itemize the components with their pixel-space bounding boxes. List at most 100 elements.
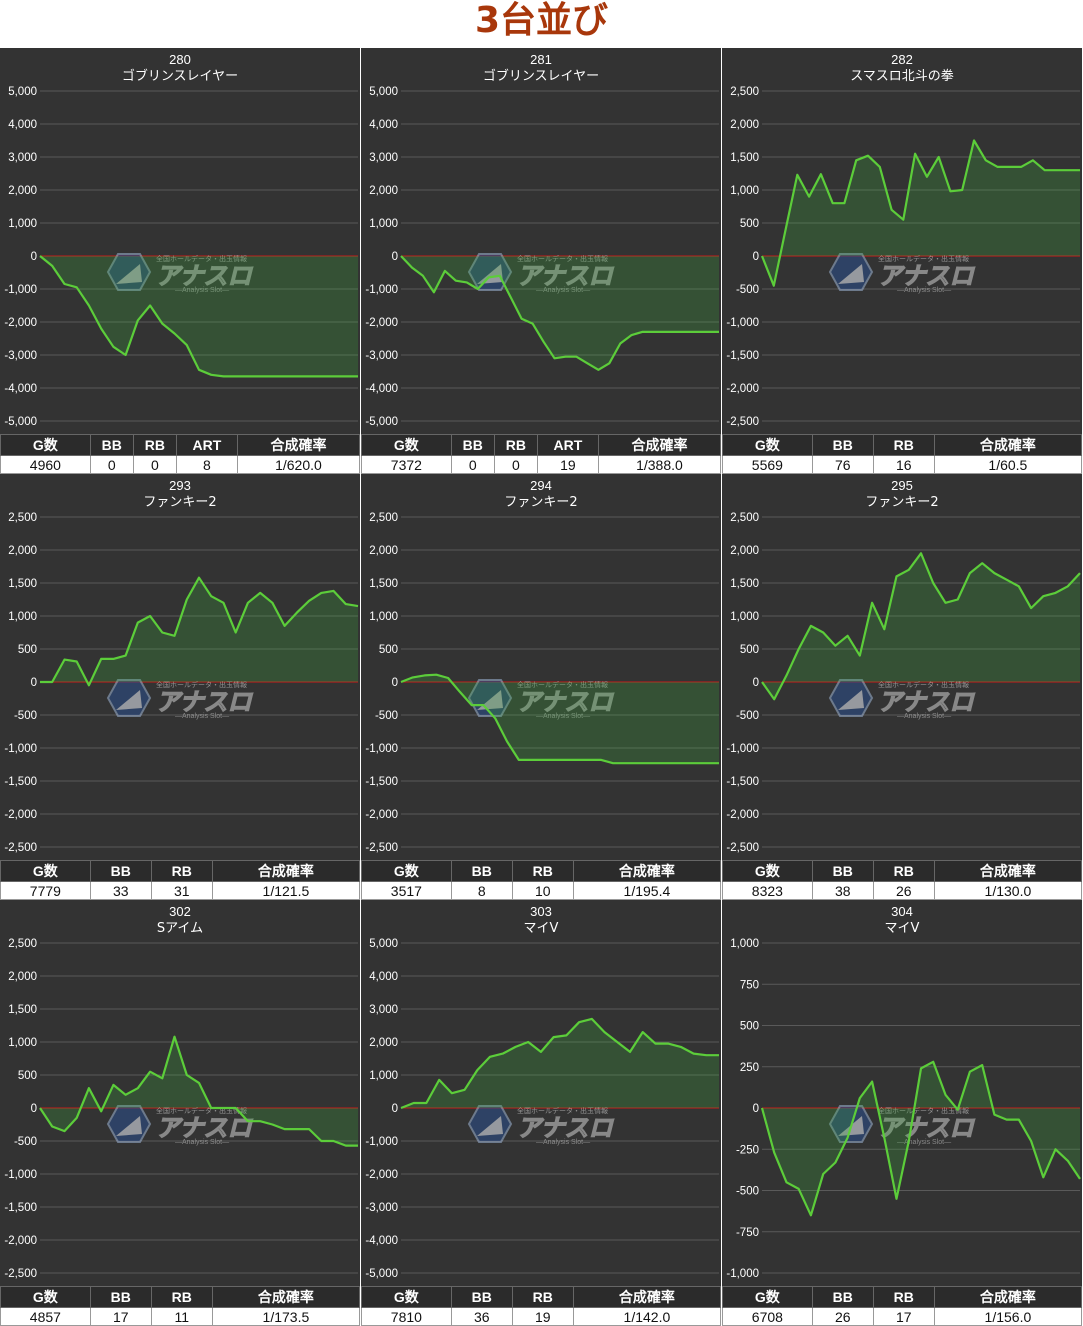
stats-table: G数 BB RB 合成確率 7810 36 19 1/142.0 [361, 1286, 722, 1326]
y-tick-label: 0 [392, 251, 398, 263]
stats-value: 7779 [0, 881, 91, 900]
stats-value: 76 [811, 455, 874, 474]
stats-value: 7810 [361, 1307, 452, 1326]
watermark-tagline: —Analysis Slot— [897, 1139, 951, 1146]
y-tick-label: 2,000 [369, 185, 398, 197]
y-tick-label: 1,500 [8, 578, 37, 590]
slump-chart: 295 ファンキー2 2,500 2,000 1,500 1,000 500 0 -500 -1,… [722, 474, 1082, 860]
logo-hexagon-icon [106, 679, 152, 717]
y-tick-label: -3,000 [4, 350, 37, 362]
stats-value: 1/388.0 [597, 455, 722, 474]
stats-header: G数 [361, 1286, 452, 1308]
logo-hexagon-icon [828, 253, 874, 291]
y-tick-label: 2,000 [8, 971, 37, 983]
y-tick-label: 1,500 [730, 152, 759, 164]
watermark-subtitle: 全国ホールデータ・出玉情報 [156, 680, 247, 689]
stats-header: BB [89, 434, 134, 456]
stats-header: RB [511, 1286, 574, 1308]
machine-number: 293 [169, 478, 191, 493]
y-tick-label: 500 [740, 644, 759, 656]
stats-header: RB [493, 434, 538, 456]
watermark-subtitle: 全国ホールデータ・出玉情報 [878, 1106, 969, 1115]
stats-header: RB [150, 1286, 213, 1308]
y-tick-label: 500 [379, 644, 398, 656]
series-line [400, 1017, 719, 1110]
y-tick-label: -500 [375, 710, 398, 722]
y-tick-label: -1,000 [365, 1136, 398, 1148]
stats-header: G数 [0, 1286, 91, 1308]
stats-header: RB [872, 434, 935, 456]
stats-value: 0 [493, 455, 538, 474]
watermark-tagline: —Analysis Slot— [175, 287, 229, 294]
stats-table: G数 BB RB ART 合成確率 4960 0 0 8 1/620.0 [0, 434, 361, 474]
y-tick-label: -750 [736, 1227, 759, 1239]
machine-panel: 302 Sアイム 2,500 2,000 1,500 1,000 500 0 -500 -1,00… [0, 900, 361, 1326]
machine-name: マイV [885, 921, 920, 936]
y-tick-label: 2,500 [730, 512, 759, 524]
y-tick-label: 1,500 [369, 578, 398, 590]
stats-value: 1/142.0 [572, 1307, 722, 1326]
stats-header: 合成確率 [597, 434, 722, 456]
stats-value: 8323 [722, 881, 813, 900]
stats-header: G数 [0, 860, 91, 882]
logo-hexagon-icon [467, 1105, 513, 1143]
y-tick-label: 2,500 [8, 938, 37, 950]
y-tick-label: 1,500 [730, 578, 759, 590]
machine-number: 304 [891, 904, 913, 919]
y-tick-label: -2,500 [726, 416, 759, 428]
y-tick-label: -500 [736, 1186, 759, 1198]
y-tick-label: -2,000 [4, 317, 37, 329]
stats-value: 8 [450, 881, 513, 900]
stats-value: 33 [89, 881, 152, 900]
y-tick-label: 500 [740, 218, 759, 230]
machine-number: 294 [530, 478, 552, 493]
y-tick-label: -1,000 [726, 317, 759, 329]
stats-value: 0 [450, 455, 495, 474]
stats-header: BB [811, 860, 874, 882]
stats-value: 1/130.0 [933, 881, 1083, 900]
stats-value: 10 [511, 881, 574, 900]
slump-chart: 303 マイV 5,000 4,000 3,000 2,000 1,000 0 -1,000 -2… [361, 900, 721, 1286]
stats-value: 1/121.5 [211, 881, 361, 900]
series-area [40, 577, 358, 686]
stats-value: 0 [89, 455, 134, 474]
series-area [401, 256, 719, 370]
y-tick-label: -4,000 [365, 1235, 398, 1247]
stats-header: RB [132, 434, 177, 456]
y-tick-label: -1,500 [365, 776, 398, 788]
y-tick-label: 500 [18, 1070, 37, 1082]
watermark-logo-text: アナスロ [878, 688, 976, 716]
logo-arrow-icon [116, 690, 142, 710]
stats-value: 26 [872, 881, 935, 900]
stats-value: 11 [150, 1307, 213, 1326]
watermark-tagline: —Analysis Slot— [536, 287, 590, 294]
stats-value: 1/60.5 [933, 455, 1083, 474]
y-tick-label: 2,000 [369, 1037, 398, 1049]
y-tick-label: 1,000 [8, 1037, 37, 1049]
stats-header: BB [811, 1286, 874, 1308]
y-tick-label: 1,000 [730, 185, 759, 197]
stats-table: G数 BB RB ART 合成確率 7372 0 0 19 1/388.0 [361, 434, 722, 474]
logo-arrow-icon [838, 690, 864, 710]
series-area [762, 140, 1080, 286]
y-tick-label: -3,000 [365, 1202, 398, 1214]
machine-number: 282 [891, 52, 913, 67]
logo-arrow-icon [477, 264, 503, 284]
y-tick-label: -1,000 [4, 743, 37, 755]
stats-header: BB [450, 1286, 513, 1308]
stats-value: 16 [872, 455, 935, 474]
y-tick-label: 0 [31, 251, 37, 263]
stats-value: 19 [536, 455, 599, 474]
series-area [40, 256, 358, 377]
stats-value: 17 [872, 1307, 935, 1326]
stats-header: G数 [0, 434, 91, 456]
stats-header: RB [511, 860, 574, 882]
machine-number: 281 [530, 52, 552, 67]
y-tick-label: -250 [736, 1144, 759, 1156]
stats-header: RB [872, 1286, 935, 1308]
watermark-subtitle: 全国ホールデータ・出玉情報 [156, 254, 247, 263]
